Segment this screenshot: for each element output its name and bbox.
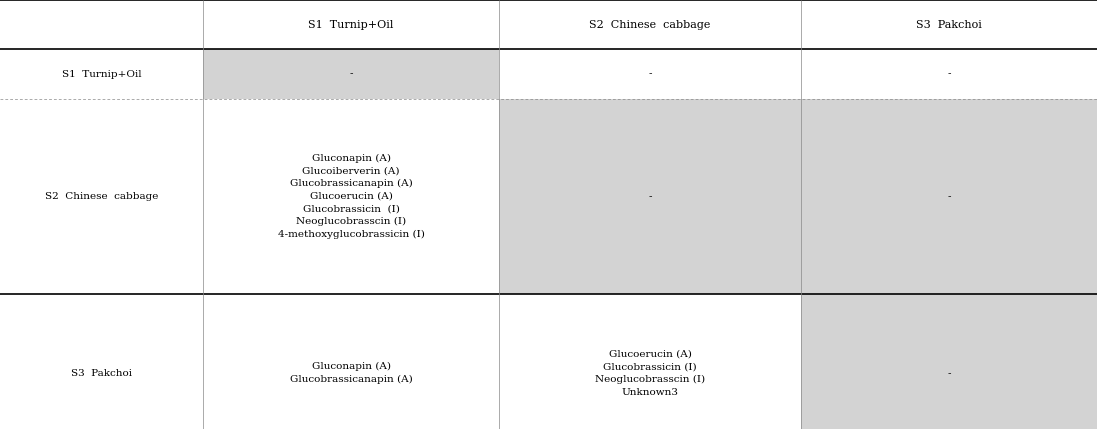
Bar — [0, 99, 203, 294]
Text: S3  Pakchoi: S3 Pakchoi — [916, 20, 982, 30]
Text: Gluconapin (A)
Glucobrassicanapin (A): Gluconapin (A) Glucobrassicanapin (A) — [290, 363, 412, 384]
Bar — [0, 49, 203, 99]
Text: S3  Pakchoi: S3 Pakchoi — [71, 369, 132, 378]
Text: S1  Turnip+Oil: S1 Turnip+Oil — [61, 69, 142, 79]
Bar — [499, 294, 801, 429]
Text: -: - — [648, 192, 652, 201]
Text: -: - — [947, 192, 951, 201]
Text: S2  Chinese  cabbage: S2 Chinese cabbage — [589, 20, 711, 30]
Text: S2  Chinese  cabbage: S2 Chinese cabbage — [45, 192, 158, 201]
Bar — [203, 0, 499, 49]
Bar — [0, 0, 203, 49]
Text: -: - — [947, 369, 951, 378]
Bar — [203, 294, 499, 429]
Bar — [801, 49, 1097, 99]
Text: -: - — [648, 69, 652, 79]
Bar — [203, 99, 499, 294]
Text: Gluconapin (A)
Glucoiberverin (A)
Glucobrassicanapin (A)
Glucoerucin (A)
Glucobr: Gluconapin (A) Glucoiberverin (A) Glucob… — [278, 154, 425, 239]
Text: S1  Turnip+Oil: S1 Turnip+Oil — [308, 20, 394, 30]
Bar — [801, 294, 1097, 429]
Bar — [801, 99, 1097, 294]
Bar — [203, 49, 499, 99]
Bar — [0, 294, 203, 429]
Text: Glucoerucin (A)
Glucobrassicin (I)
Neoglucobrasscin (I)
Unknown3: Glucoerucin (A) Glucobrassicin (I) Neogl… — [595, 350, 705, 396]
Bar — [499, 0, 801, 49]
Bar — [499, 99, 801, 294]
Text: -: - — [349, 69, 353, 79]
Text: -: - — [947, 69, 951, 79]
Bar — [801, 0, 1097, 49]
Bar — [499, 49, 801, 99]
